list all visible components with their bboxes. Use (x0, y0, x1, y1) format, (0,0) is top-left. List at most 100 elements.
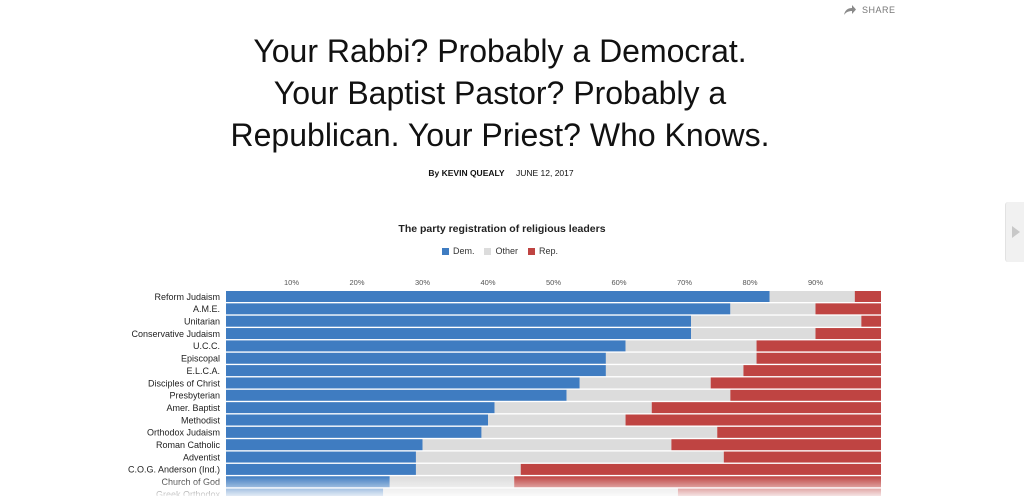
bar-segment-other (415, 451, 724, 463)
headline-line-1: Your Rabbi? Probably a Democrat. (253, 33, 747, 69)
bar-segment-other (566, 389, 731, 401)
legend-label-rep: Rep. (539, 246, 559, 256)
bar-segment-rep (710, 377, 881, 389)
x-tick-label: 70% (677, 278, 692, 287)
category-label: Methodist (181, 415, 221, 425)
bar-segment-other (605, 352, 757, 364)
bar-segment-dem (226, 414, 488, 426)
bar-segment-other (579, 377, 711, 389)
legend-swatch-other (484, 247, 492, 255)
bar-segment-dem (226, 402, 495, 414)
byline-date: JUNE 12, 2017 (515, 168, 574, 178)
bar-segment-other (481, 426, 718, 438)
legend-label-other: Other (495, 246, 518, 256)
category-label: Church of God (161, 477, 220, 487)
bar-segment-other (769, 291, 855, 302)
bar-segment-other (691, 328, 816, 340)
byline: By KEVIN QUEALY JUNE 12, 2017 (0, 168, 1002, 178)
bar-segment-rep (861, 315, 881, 327)
x-tick-label: 40% (480, 278, 495, 287)
bar-segment-dem (226, 439, 423, 451)
bar-segment-rep (671, 439, 881, 451)
chart-legend: Dem. Other Rep. (0, 246, 1000, 256)
bar-segment-dem (226, 340, 626, 352)
bar-segment-other (415, 463, 521, 475)
legend-swatch-rep (528, 247, 535, 255)
bar-segment-other (383, 488, 678, 496)
share-label: SHARE (862, 5, 896, 15)
bar-segment-rep (815, 303, 881, 315)
category-label: Adventist (183, 452, 221, 462)
x-tick-label: 60% (611, 278, 626, 287)
category-label: Presbyterian (169, 391, 220, 401)
category-label: Amer. Baptist (166, 403, 220, 413)
bar-segment-dem (226, 463, 416, 475)
bar-segment-rep (625, 414, 881, 426)
bar-segment-dem (226, 488, 384, 496)
bar-segment-dem (226, 377, 580, 389)
bar-segment-rep (743, 365, 881, 377)
bar-segment-other (422, 439, 672, 451)
bar-segment-rep (651, 402, 881, 414)
x-tick-label: 20% (349, 278, 364, 287)
chevron-right-icon (1011, 226, 1020, 238)
bar-segment-dem (226, 451, 416, 463)
category-label: Disciples of Christ (148, 378, 221, 388)
bar-segment-rep (514, 476, 881, 488)
x-tick-label: 30% (415, 278, 430, 287)
bar-segment-rep (756, 340, 881, 352)
bar-segment-rep (723, 451, 881, 463)
category-label: E.L.C.A. (186, 366, 220, 376)
headline-line-2: Your Baptist Pastor? Probably a (273, 75, 727, 111)
bar-segment-rep (815, 328, 881, 340)
bar-segment-dem (226, 303, 731, 315)
bar-segment-other (605, 365, 744, 377)
bar-segment-dem (226, 365, 606, 377)
bar-segment-other (488, 414, 626, 426)
legend-item-other: Other (484, 246, 518, 256)
legend-item-rep: Rep. (528, 246, 558, 256)
x-tick-label: 90% (808, 278, 823, 287)
share-button[interactable]: SHARE (843, 3, 896, 17)
category-label: U.C.C. (193, 341, 220, 351)
category-label: Reform Judaism (154, 292, 220, 302)
bar-segment-other (625, 340, 757, 352)
bar-segment-rep (756, 352, 881, 364)
bar-segment-dem (226, 389, 567, 401)
bar-segment-rep (854, 291, 881, 302)
bar-segment-other (494, 402, 652, 414)
bar-segment-dem (226, 291, 770, 302)
category-label: A.M.E. (193, 304, 220, 314)
bar-segment-other (691, 315, 862, 327)
legend-item-dem: Dem. (441, 246, 474, 256)
legend-swatch-dem (441, 247, 449, 255)
bar-segment-dem (226, 328, 692, 340)
headline-line-3: Republican. Your Priest? Who Knows. (230, 117, 770, 153)
category-label: Roman Catholic (156, 440, 221, 450)
bar-segment-other (730, 303, 816, 315)
x-tick-label: 80% (742, 278, 757, 287)
bar-segment-rep (677, 488, 881, 496)
bar-segment-other (389, 476, 515, 488)
share-arrow-icon (844, 5, 856, 15)
byline-author[interactable]: KEVIN QUEALY (441, 168, 505, 178)
category-label: C.O.G. Anderson (Ind.) (128, 465, 220, 475)
byline-prefix: By (428, 168, 440, 178)
x-tick-label: 10% (284, 278, 299, 287)
category-label: Greek Orthodox (156, 489, 221, 496)
bar-segment-rep (520, 463, 881, 475)
bar-segment-rep (717, 426, 881, 438)
bar-segment-dem (226, 315, 692, 327)
bar-segment-dem (226, 476, 390, 488)
bar-segment-dem (226, 352, 606, 364)
x-tick-label: 50% (546, 278, 561, 287)
bar-segment-dem (226, 426, 482, 438)
category-label: Episcopal (181, 354, 220, 364)
bar-segment-rep (730, 389, 881, 401)
chart-title: The party registration of religious lead… (398, 223, 606, 235)
stacked-bar-chart: 10% 20% 30% 40% 50% 60% 70% 80% 90% Reform Judais… (128, 278, 881, 496)
headline: Your Rabbi? Probably a Democrat. Your Ba… (150, 30, 850, 156)
category-label: Orthodox Judaism (147, 428, 220, 438)
category-label: Unitarian (184, 317, 220, 327)
next-panel-tab[interactable] (1005, 202, 1024, 262)
